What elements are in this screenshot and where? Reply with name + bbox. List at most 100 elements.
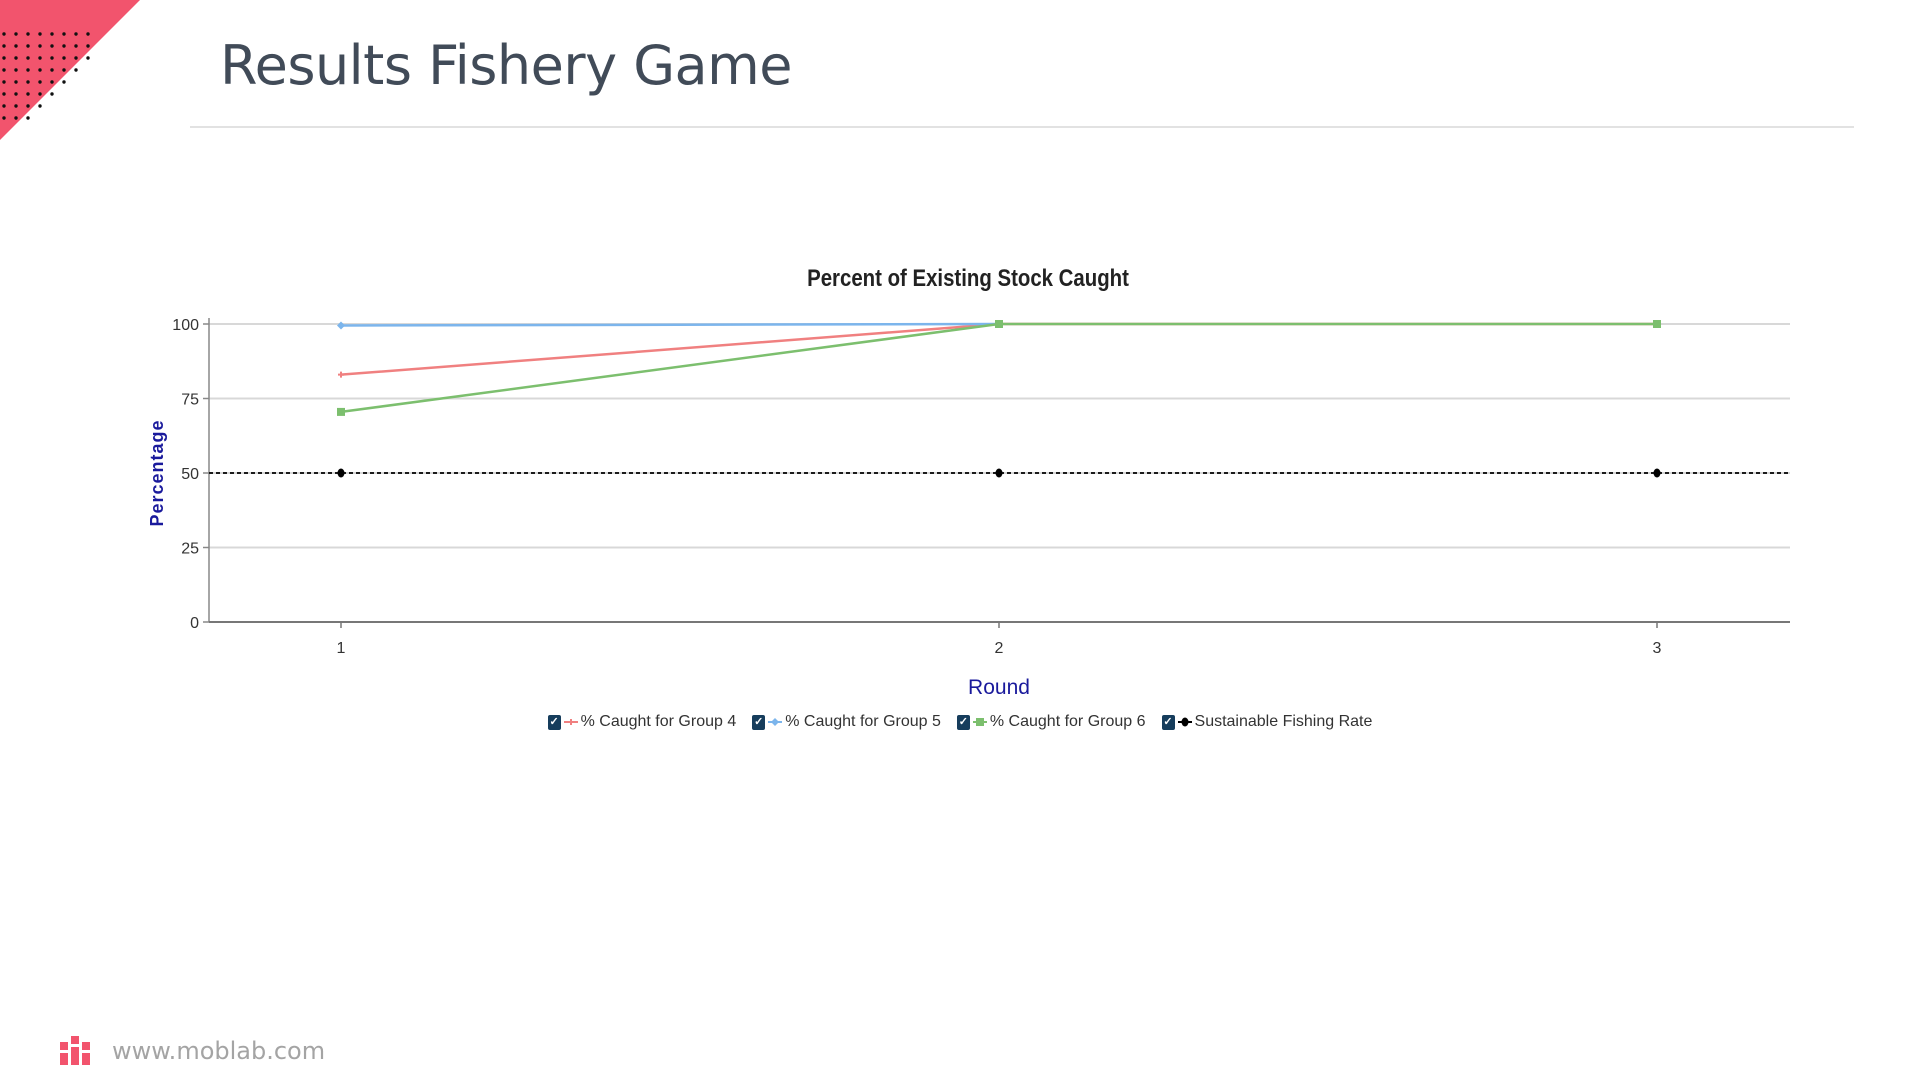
decor-dot — [50, 32, 54, 36]
decor-dot — [74, 32, 78, 36]
decor-dot — [38, 92, 42, 96]
decor-dot — [50, 44, 54, 48]
decor-dot — [38, 32, 42, 36]
decor-dot — [26, 32, 30, 36]
decor-dot — [74, 44, 78, 48]
decor-dot — [26, 68, 30, 72]
x-tick-label: 3 — [1653, 640, 1662, 657]
legend-item[interactable]: ✓ % Caught for Group 4 — [547, 713, 737, 731]
decor-dot — [62, 68, 66, 72]
footer: www.moblab.com — [58, 1034, 325, 1068]
decor-dot — [14, 116, 18, 120]
moblab-logo-icon — [60, 1036, 90, 1065]
corner-decoration — [0, 0, 140, 140]
legend-checkbox[interactable]: ✓ — [752, 714, 766, 730]
y-axis-label: Percentage — [147, 419, 167, 526]
decor-dot — [2, 104, 6, 108]
decor-dot — [38, 80, 42, 84]
footer-url: www.moblab.com — [112, 1037, 326, 1065]
legend-swatch-icon — [768, 718, 783, 726]
decor-dot — [38, 68, 42, 72]
decor-dot — [26, 104, 30, 108]
legend-swatch-icon — [1177, 717, 1192, 727]
legend-label: % Caught for Group 6 — [989, 713, 1146, 730]
legend-item[interactable]: ✓ Sustainable Fishing Rate — [1161, 713, 1373, 731]
decor-dot — [38, 44, 42, 48]
data-point — [338, 371, 344, 378]
decor-dot — [26, 80, 30, 84]
decor-dot — [14, 104, 18, 108]
decor-dot — [50, 68, 54, 72]
y-tick-label: 50 — [181, 466, 199, 483]
decor-dot — [62, 32, 66, 36]
decor-dot — [74, 56, 78, 60]
legend-checkbox[interactable]: ✓ — [956, 714, 970, 730]
series-group — [337, 320, 1661, 416]
decor-dot — [14, 92, 18, 96]
title-divider — [190, 126, 1854, 128]
data-point — [337, 407, 345, 416]
legend-swatch-icon — [972, 718, 987, 726]
decor-dot — [2, 92, 6, 96]
data-point — [771, 718, 780, 726]
decor-dot — [74, 68, 78, 72]
decor-dot — [38, 104, 42, 108]
decor-dot — [50, 56, 54, 60]
decor-dot — [2, 32, 6, 36]
decor-dot — [2, 68, 6, 72]
legend-item[interactable]: ✓ % Caught for Group 6 — [956, 713, 1146, 731]
decor-dot — [26, 56, 30, 60]
decor-dot — [2, 44, 6, 48]
data-point — [975, 718, 984, 726]
decor-dot — [26, 92, 30, 96]
decor-dot — [62, 80, 66, 84]
decor-dot — [14, 44, 18, 48]
data-point — [337, 321, 345, 330]
decor-dot — [50, 80, 54, 84]
series-group — [337, 320, 1003, 330]
chart-legend: ✓ % Caught for Group 4 ✓ % Caught for Group… — [0, 713, 1920, 731]
decor-dot — [14, 56, 18, 60]
chart-title: Percent of Existing Stock Caught — [807, 264, 1129, 291]
decor-dot — [86, 56, 90, 60]
x-axis-label: Round — [968, 676, 1030, 699]
legend-label: Sustainable Fishing Rate — [1194, 713, 1373, 730]
decor-dot — [50, 92, 54, 96]
legend-swatch-icon — [563, 719, 578, 725]
data-point — [1653, 320, 1661, 328]
y-tick-label: 25 — [181, 541, 199, 558]
decor-dot — [14, 32, 18, 36]
series-group — [338, 321, 1660, 378]
x-tick-label: 1 — [337, 640, 346, 657]
decor-dot — [2, 80, 6, 84]
slide-title: Results Fishery Game — [220, 34, 792, 97]
legend-item[interactable]: ✓ % Caught for Group 5 — [752, 713, 941, 731]
data-point — [1181, 717, 1189, 727]
data-point — [337, 468, 345, 478]
series-line — [340, 322, 1657, 376]
legend-label: % Caught for Group 5 — [785, 713, 941, 730]
decor-dot — [86, 32, 90, 36]
decor-dot — [2, 116, 6, 120]
y-tick-label: 0 — [190, 615, 199, 632]
legend-checkbox[interactable]: ✓ — [547, 714, 561, 730]
decor-dot — [26, 44, 30, 48]
y-tick-label: 75 — [181, 392, 199, 409]
legend-label: % Caught for Group 4 — [580, 713, 737, 730]
line-chart: Percent of Existing Stock Caught 0 25 50 75 1… — [147, 264, 1790, 699]
series-line — [340, 322, 1000, 327]
data-point — [1653, 468, 1661, 478]
data-point — [995, 320, 1003, 328]
data-point — [567, 719, 574, 725]
legend-checkbox[interactable]: ✓ — [1161, 714, 1175, 730]
decor-dot — [26, 116, 30, 120]
x-tick-label: 2 — [995, 640, 1004, 657]
decor-dot — [62, 56, 66, 60]
decor-dot — [38, 56, 42, 60]
series-group — [209, 468, 1790, 478]
decor-dot — [62, 44, 66, 48]
decor-dot — [2, 56, 6, 60]
y-tick-label: 100 — [172, 317, 199, 334]
data-point — [995, 468, 1003, 478]
decor-dot — [86, 44, 90, 48]
